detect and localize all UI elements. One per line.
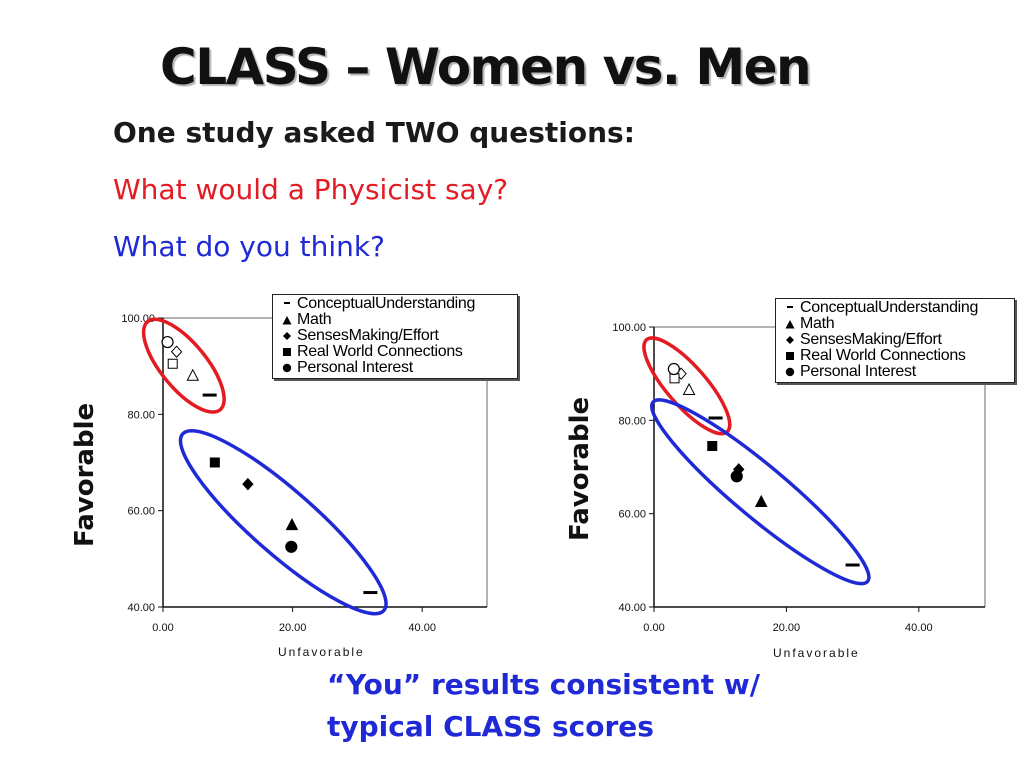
square-marker-icon <box>279 347 295 357</box>
x-tick-label: 20.00 <box>773 622 801 634</box>
legend-entry: ConceptualUnderstanding <box>279 296 513 312</box>
data-point <box>202 393 217 397</box>
data-point <box>161 335 174 349</box>
x-tick-label: 0.00 <box>152 622 173 634</box>
data-point <box>285 518 299 531</box>
x-axis-label: Unfavorable <box>773 646 860 660</box>
slide-title: CLASS – Women vs. Men <box>160 38 812 96</box>
legend-entry: Personal Interest <box>782 364 1010 380</box>
chart-legend: ConceptualUnderstanding Math SensesMakin… <box>775 298 1015 383</box>
legend-entry: ConceptualUnderstanding <box>782 300 1010 316</box>
y-tick-label: 80.00 <box>618 415 646 427</box>
caption-line: typical CLASS scores <box>327 710 654 743</box>
data-point <box>707 441 718 451</box>
legend-label: Real World Connections <box>297 343 463 360</box>
legend-label: Math <box>800 315 835 332</box>
data-point <box>170 345 183 358</box>
x-tick-label: 40.00 <box>905 622 933 634</box>
data-point <box>708 416 723 420</box>
x-tick-label: 0.00 <box>643 622 664 634</box>
x-tick-label: 40.00 <box>408 622 436 634</box>
legend-label: Real World Connections <box>800 347 966 364</box>
legend-entry: Math <box>782 316 1010 332</box>
y-tick-label: 40.00 <box>618 602 646 614</box>
legend-entry: SensesMaking/Effort <box>279 328 513 344</box>
circle-marker-icon <box>279 363 295 373</box>
legend-entry: Math <box>279 312 513 328</box>
legend-entry: Personal Interest <box>279 360 513 376</box>
you-group-ellipse <box>650 398 871 586</box>
data-point <box>167 358 178 369</box>
x-tick-label: 20.00 <box>279 622 307 634</box>
legend-entry: Real World Connections <box>279 344 513 360</box>
triangle-marker-icon <box>279 315 295 325</box>
caption-line: “You” results consistent w/ <box>327 668 760 701</box>
legend-entry: SensesMaking/Effort <box>782 332 1010 348</box>
subtitle-line: One study asked TWO questions: <box>113 116 635 149</box>
caption: “You” results consistent w/ typical CLAS… <box>327 664 760 748</box>
you-group-ellipse <box>178 429 388 616</box>
x-axis-label: Unfavorable <box>278 645 365 659</box>
y-tick-label: 100.00 <box>612 322 646 334</box>
y-tick-label: 80.00 <box>127 409 155 421</box>
y-tick-label: 60.00 <box>127 506 155 518</box>
data-point <box>754 494 768 507</box>
legend-label: ConceptualUnderstanding <box>297 295 476 312</box>
y-axis-label: Favorable <box>70 402 100 547</box>
legend-label: SensesMaking/Effort <box>297 327 439 344</box>
legend-label: ConceptualUnderstanding <box>800 299 979 316</box>
legend-entry: Real World Connections <box>782 348 1010 364</box>
legend-label: Math <box>297 311 332 328</box>
data-point <box>186 368 200 381</box>
dash-marker-icon <box>279 299 295 309</box>
data-point <box>730 470 743 483</box>
physicist-group-ellipse <box>642 336 732 436</box>
y-tick-label: 60.00 <box>618 509 646 521</box>
chart-legend: ConceptualUnderstanding Math SensesMakin… <box>272 294 518 379</box>
data-point <box>209 457 220 468</box>
physicist-group-ellipse <box>141 317 226 414</box>
legend-label: SensesMaking/Effort <box>800 331 942 348</box>
data-point <box>667 362 680 376</box>
triangle-marker-icon <box>782 319 798 329</box>
data-point <box>285 540 298 553</box>
data-point <box>682 382 696 395</box>
subtitle-line: What do you think? <box>113 230 385 263</box>
subtitle-line: What would a Physicist say? <box>113 173 509 206</box>
data-point <box>845 563 860 567</box>
dash-marker-icon <box>782 303 798 313</box>
y-axis-label: Favorable <box>565 396 595 541</box>
circle-marker-icon <box>782 367 798 377</box>
legend-label: Personal Interest <box>800 363 916 380</box>
data-point <box>242 477 254 491</box>
data-point <box>669 373 680 384</box>
square-marker-icon <box>782 351 798 361</box>
diamond-marker-icon <box>782 335 798 345</box>
legend-label: Personal Interest <box>297 359 413 376</box>
data-point <box>363 591 378 595</box>
y-tick-label: 40.00 <box>127 602 155 614</box>
diamond-marker-icon <box>279 331 295 341</box>
